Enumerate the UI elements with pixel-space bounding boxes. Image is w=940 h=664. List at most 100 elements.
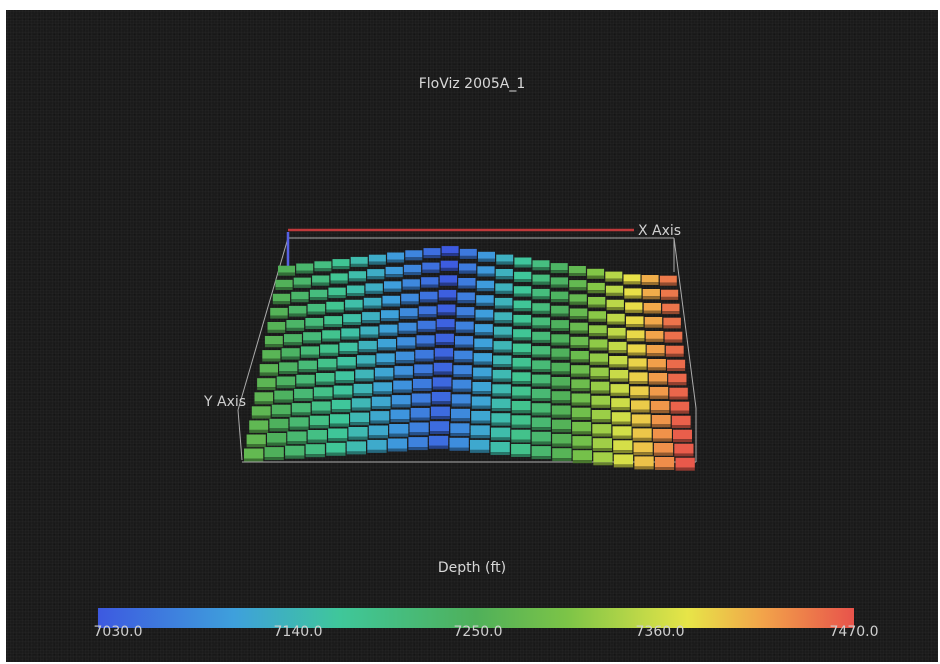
surface-cell xyxy=(570,336,589,345)
surface-cell xyxy=(370,411,390,421)
surface-cell-side xyxy=(288,313,307,317)
surface-cell-side xyxy=(532,369,551,372)
surface-cell-side xyxy=(569,287,587,291)
surface-cell xyxy=(641,275,659,282)
surface-cell-side xyxy=(664,339,683,343)
surface-cell xyxy=(591,410,611,420)
surface-cell-side xyxy=(434,356,454,360)
surface-cell xyxy=(494,312,513,321)
surface-cell xyxy=(630,386,649,396)
surface-cell-side xyxy=(550,284,568,288)
surface-cell xyxy=(326,442,346,453)
surface-cell-side xyxy=(632,437,652,441)
surface-cell xyxy=(513,314,532,323)
surface-cell xyxy=(512,386,531,396)
surface-cell xyxy=(587,268,605,276)
surface-cell xyxy=(368,425,388,436)
surface-cell xyxy=(455,336,474,345)
surface-cell-side xyxy=(512,395,531,399)
surface-cell-side xyxy=(513,293,532,297)
surface-cell xyxy=(373,382,392,392)
surface-cell xyxy=(322,330,341,339)
surface-cell-side xyxy=(322,338,341,342)
surface-cell xyxy=(531,388,551,398)
surface-cell xyxy=(605,285,624,293)
surface-scene[interactable]: X Axis Y Axis xyxy=(6,10,938,662)
surface-cell-side xyxy=(411,402,431,406)
surface-cell-side xyxy=(351,407,371,411)
surface-cell xyxy=(399,308,418,317)
surface-cell xyxy=(393,380,412,390)
surface-cell xyxy=(651,415,671,425)
surface-cell-side xyxy=(244,458,264,462)
surface-cell xyxy=(418,306,437,315)
surface-cell-side xyxy=(331,409,351,413)
surface-cell xyxy=(300,346,319,355)
surface-cell xyxy=(254,392,274,402)
surface-cell xyxy=(531,431,551,442)
surface-cell xyxy=(513,300,532,309)
surface-cell-side xyxy=(532,383,551,387)
surface-cell xyxy=(551,391,571,401)
surface-cell xyxy=(663,317,681,326)
surface-cell xyxy=(531,403,551,413)
surface-cell-side xyxy=(440,267,458,271)
surface-cell-side xyxy=(339,351,358,355)
3d-viewport[interactable]: FloViz 2005A_1 X Axis Y Axis Depth (ft) … xyxy=(6,10,938,662)
surface-cell-side xyxy=(511,410,531,414)
surface-cell xyxy=(281,348,300,357)
surface-cell xyxy=(410,408,430,418)
surface-cell-side xyxy=(318,367,337,371)
box-edge-left-front xyxy=(237,409,243,461)
surface-cell-side xyxy=(296,383,315,387)
surface-cell xyxy=(287,431,307,442)
surface-cell xyxy=(532,317,550,326)
surface-cell-side xyxy=(368,261,386,265)
surface-cell xyxy=(296,374,315,384)
surface-cell-side xyxy=(532,325,550,329)
surface-cell-side xyxy=(305,326,324,329)
surface-cell xyxy=(631,414,651,424)
surface-cell-side xyxy=(591,419,611,423)
surface-cell xyxy=(350,256,368,264)
surface-cell-side xyxy=(611,421,631,425)
surface-cell xyxy=(355,369,374,379)
surface-cell xyxy=(613,440,633,451)
surface-cell xyxy=(471,396,491,406)
surface-cell xyxy=(275,279,293,287)
surface-cell xyxy=(432,377,452,387)
surface-cell xyxy=(572,450,592,461)
surface-cell xyxy=(453,365,472,374)
surface-cell-side xyxy=(293,284,311,288)
surface-cell-side xyxy=(382,303,400,307)
surface-cell-side xyxy=(328,438,348,442)
surface-cell xyxy=(362,312,380,320)
surface-cell xyxy=(668,373,687,383)
surface-cell xyxy=(394,366,413,375)
surface-cell xyxy=(634,456,654,467)
surface-cell-side xyxy=(330,423,349,427)
surface-cell-side xyxy=(512,352,531,355)
surface-cell-side xyxy=(335,380,354,384)
surface-cell-side xyxy=(357,363,376,367)
surface-cell xyxy=(664,331,683,340)
surface-cell-side xyxy=(455,329,474,333)
surface-cell-side xyxy=(403,272,422,275)
surface-cell-side xyxy=(670,410,690,414)
surface-cell-side xyxy=(312,282,330,286)
surface-cell-side xyxy=(571,373,590,377)
surface-cell xyxy=(661,289,679,297)
surface-cell xyxy=(269,418,289,429)
surface-cell-side xyxy=(587,290,605,294)
surface-cell-side xyxy=(333,394,353,398)
surface-cell xyxy=(653,443,674,453)
surface-cell xyxy=(305,318,324,326)
surface-cell xyxy=(552,433,572,444)
surface-cell-side xyxy=(307,439,327,443)
surface-cell-side xyxy=(496,261,514,265)
surface-cell xyxy=(590,381,610,391)
surface-cell-side xyxy=(303,340,321,344)
surface-cell-side xyxy=(675,467,695,471)
surface-cell-side xyxy=(433,371,453,375)
surface-cell-side xyxy=(309,425,329,429)
